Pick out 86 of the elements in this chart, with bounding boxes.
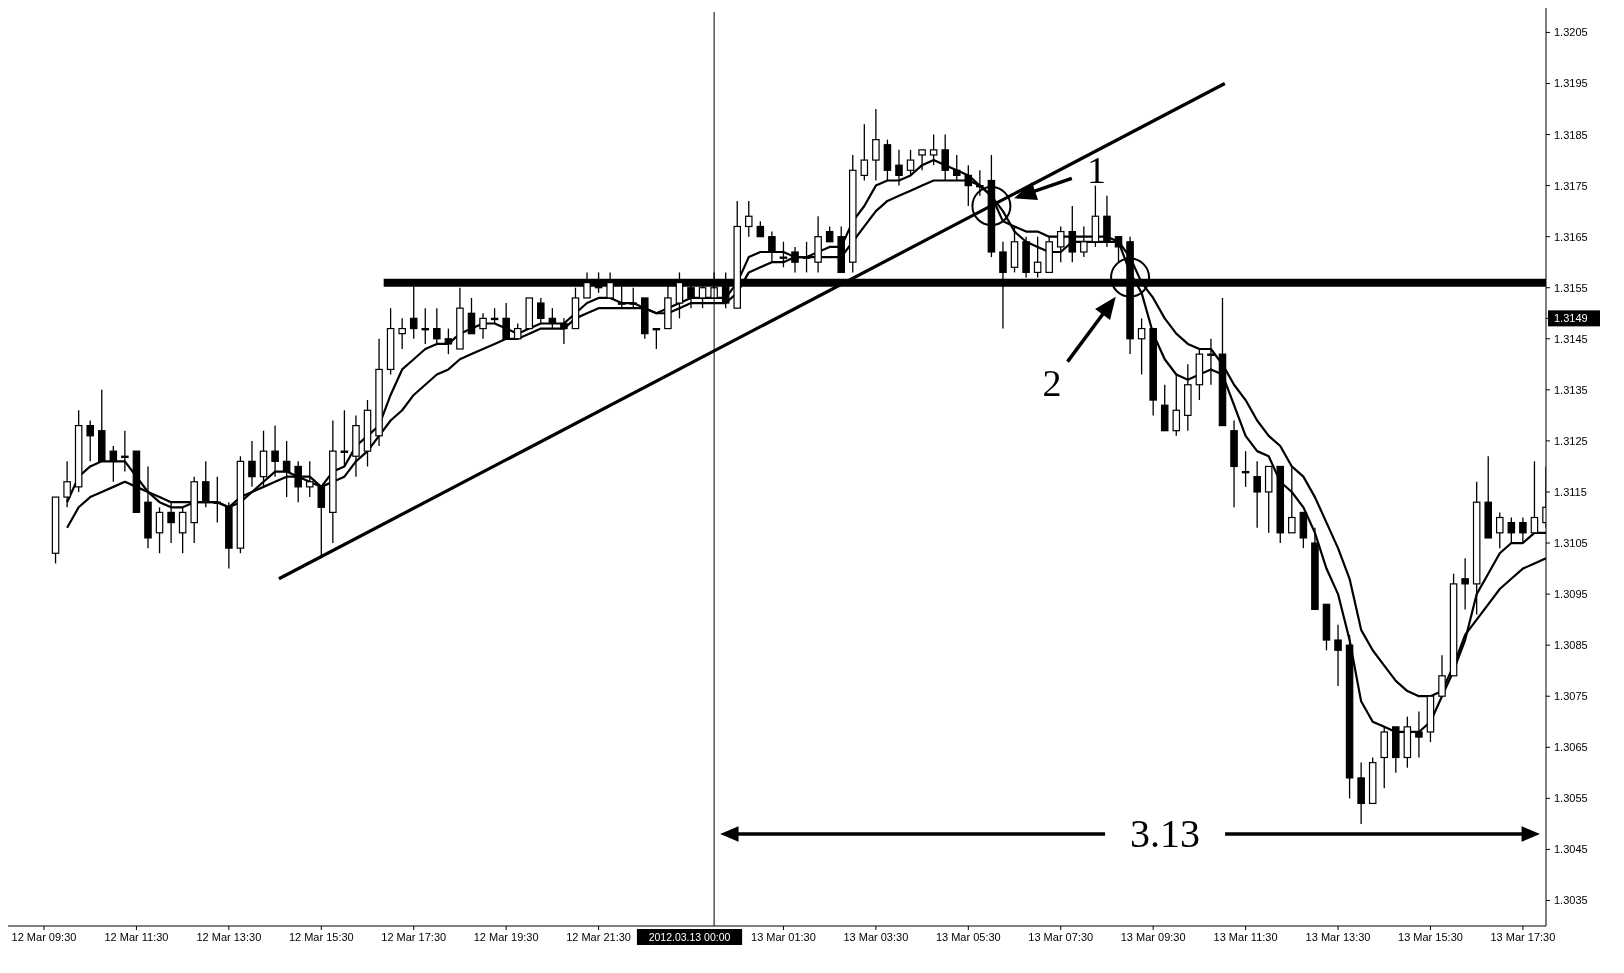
y-tick-label: 1.3055 (1554, 792, 1588, 805)
y-tick-label: 1.3035 (1554, 894, 1588, 907)
candlestick (1288, 465, 1296, 534)
candlestick (1207, 338, 1215, 386)
candlestick (86, 419, 94, 462)
candlestick (1068, 205, 1077, 263)
x-tick-label: 13 Mar 11:30 (1213, 931, 1278, 943)
candlestick (1496, 511, 1504, 549)
y-tick-label: 1.3115 (1554, 485, 1587, 498)
candlestick (421, 307, 430, 345)
candlestick (560, 317, 568, 345)
candlestick (1056, 225, 1065, 263)
candlestick (1114, 236, 1123, 263)
candlestick (201, 460, 210, 508)
ref-line-label: 2012.03.13 00:00 (648, 931, 731, 943)
y-tick-label: 1.3065 (1554, 741, 1588, 754)
y-tick-label: 1.3085 (1554, 639, 1588, 652)
y-tick-label: 1.3195 (1554, 77, 1588, 90)
x-tick-label: 13 Mar 09:30 (1120, 931, 1186, 943)
candlestick (779, 241, 788, 268)
x-tick-label: 12 Mar 17:30 (381, 931, 447, 943)
x-tick-label: 12 Mar 15:30 (288, 931, 354, 943)
candlestick (167, 501, 175, 544)
candlestick (155, 506, 164, 554)
candlestick (1507, 516, 1516, 544)
candlestick (872, 108, 880, 182)
candlestick (1137, 317, 1146, 376)
candlestick (213, 476, 222, 524)
candlestick (1334, 624, 1342, 687)
x-tick-label: 12 Mar 21:30 (566, 931, 631, 943)
candlestick (433, 307, 441, 345)
x-tick-label: 13 Mar 13:30 (1305, 931, 1371, 943)
candlestick (745, 200, 753, 238)
candlestick (1253, 460, 1261, 529)
candlestick (271, 424, 279, 478)
candlestick (502, 302, 510, 340)
y-tick-label: 1.3145 (1554, 332, 1588, 345)
candlestick (444, 327, 453, 355)
y-tick-label: 1.3105 (1554, 537, 1588, 550)
y-tick-label: 1.3125 (1554, 434, 1588, 447)
candlestick (340, 409, 349, 468)
x-tick-label: 13 Mar 15:30 (1398, 931, 1463, 943)
candlestick (1080, 225, 1088, 258)
candlestick (294, 460, 302, 503)
x-tick-label: 12 Mar 19:30 (473, 931, 539, 943)
x-tick-label: 13 Mar 17:30 (1490, 931, 1556, 943)
candlestick (860, 123, 869, 182)
candlestick (548, 307, 557, 330)
y-tick-label: 1.3165 (1554, 230, 1588, 243)
annotation: 1 (1086, 149, 1106, 192)
x-tick-label: 13 Mar 05:30 (935, 931, 1001, 943)
candlestick (305, 460, 314, 498)
candlestick (1172, 373, 1181, 437)
y-tick-label: 1.3155 (1554, 281, 1588, 294)
candlestick (282, 440, 291, 498)
candlestick (109, 445, 118, 483)
y-tick-label: 1.3205 (1554, 26, 1588, 39)
candlestick (178, 506, 187, 554)
candlestick (1519, 516, 1527, 544)
candlestick (768, 230, 776, 263)
x-tick-label: 12 Mar 11:30 (104, 931, 169, 943)
candlestick (121, 430, 129, 473)
y-tick-label: 1.3075 (1554, 690, 1588, 703)
x-tick-label: 12 Mar 13:30 (196, 931, 262, 943)
y-tick-label: 1.3045 (1554, 843, 1588, 856)
x-tick-label: 13 Mar 07:30 (1028, 931, 1094, 943)
candlestick (537, 297, 545, 325)
candlestick (479, 312, 487, 340)
x-tick-label: 12 Mar 09:30 (11, 931, 77, 943)
candlestick (398, 317, 406, 350)
candlestick (802, 241, 811, 274)
candlestick (1530, 460, 1539, 534)
x-tick-label: 13 Mar 03:30 (843, 931, 909, 943)
y-tick-label: 1.3135 (1554, 383, 1588, 396)
candlestick (1461, 557, 1469, 611)
candlestick (317, 486, 326, 560)
y-tick-label: 1.3175 (1554, 179, 1588, 192)
candlestick (467, 297, 476, 335)
candlestick (248, 440, 256, 488)
y-tick-label: 1.3095 (1554, 588, 1588, 601)
annotation: 2 (1042, 361, 1062, 404)
x-tick-label: 13 Mar 01:30 (751, 931, 816, 943)
y-tick-label: 1.3149 (1554, 312, 1588, 325)
candlestick (791, 246, 799, 274)
annotation: 3.13 (1130, 811, 1201, 856)
y-tick-label: 1.3185 (1554, 128, 1588, 141)
